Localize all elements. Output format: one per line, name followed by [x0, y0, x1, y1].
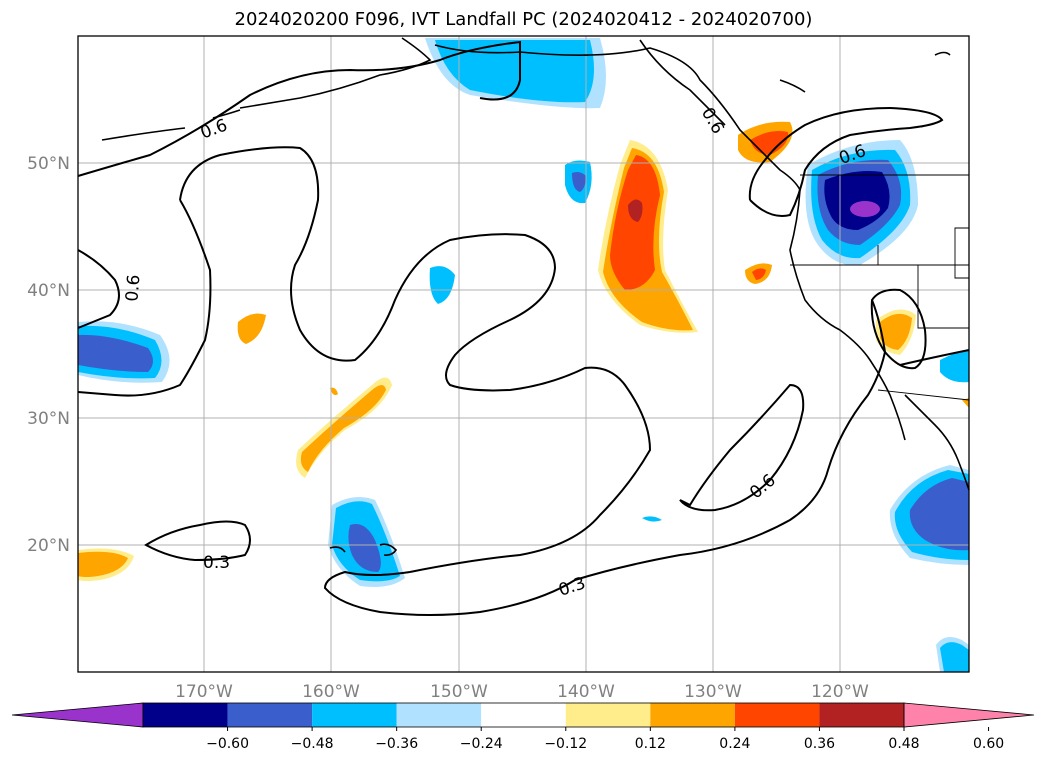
colorbar: −0.60 −0.48 −0.36 −0.24 −0.12 0.12 0.24 0.36 0.4… [11, 702, 1035, 752]
colorbar-segment [143, 703, 228, 727]
colorbar-extend-min [11, 702, 144, 728]
map-background [78, 36, 969, 672]
colorbar-segment [650, 703, 735, 727]
contour-line-06-north [77, 40, 521, 177]
contour-line-06-socal [870, 288, 927, 370]
map-frame [77, 35, 970, 673]
contour-line-06-left-edge [77, 249, 120, 329]
shade-east-negative-1 [940, 350, 969, 383]
contour-line-03-south [144, 520, 251, 562]
colorbar-tick-label: −0.60 [206, 736, 249, 752]
lat-label-40n: 40°N [27, 281, 70, 301]
colorbar-segment [227, 703, 313, 727]
colorbar-tick-label: 0.60 [973, 736, 1004, 752]
contour-line-03-pacific [323, 299, 887, 616]
colorbar-segment [565, 703, 651, 727]
lat-label-50n: 50°N [27, 154, 70, 174]
lon-label-130w: 130°W [684, 682, 742, 702]
colorbar-tick-label: 0.48 [888, 736, 919, 752]
lon-label-150w: 150°W [430, 682, 488, 702]
latitude-labels: 50°N 40°N 30°N 20°N [27, 154, 70, 556]
colorbar-extend-max [903, 702, 1035, 728]
colorbar-tick-label: 0.12 [635, 736, 666, 752]
longitude-labels: 170°W 160°W 150°W 140°W 130°W 120°W [175, 682, 869, 702]
lat-label-20n: 20°N [27, 536, 70, 556]
contour-lines [77, 40, 970, 616]
colorbar-tick-label: −0.48 [291, 736, 334, 752]
colorbar-outline [142, 702, 905, 728]
colorbar-tick-label: 0.36 [804, 736, 835, 752]
map-title: 2024020200 F096, IVT Landfall PC (202402… [234, 9, 813, 30]
colorbar-segment [734, 703, 820, 727]
shade-small-positive-2 [237, 313, 266, 344]
lon-label-170w: 170°W [175, 682, 233, 702]
lon-label-140w: 140°W [557, 682, 615, 702]
colorbar-segment [312, 703, 397, 727]
contour-line-06-west [77, 199, 212, 397]
shade-small-negative-3 [642, 516, 662, 522]
contour-label: 0.6 [122, 274, 144, 303]
contour-line-06-nw-us [748, 106, 944, 217]
contour-label: 0.3 [203, 553, 230, 573]
colorbar-segment [819, 703, 904, 727]
map-panel: 0.6 0.6 0.6 0.6 0.3 0.3 0.6 [77, 35, 970, 673]
colorbar-segment [481, 703, 566, 727]
contour-line-east-edge [899, 349, 970, 366]
colorbar-tick-label: −0.24 [460, 736, 503, 752]
shade-small-negative-2 [429, 266, 455, 304]
lon-label-120w: 120°W [811, 682, 869, 702]
colorbar-tick-label: −0.36 [375, 736, 418, 752]
lat-label-30n: 30°N [27, 409, 70, 429]
colorbar-tick-label: −0.12 [544, 736, 587, 752]
gridlines [78, 36, 969, 672]
colorbar-tick-label: 0.24 [719, 736, 750, 752]
contour-line-06-east-loop [679, 383, 805, 512]
colorbar-segment [396, 703, 482, 727]
lon-label-160w: 160°W [302, 682, 360, 702]
contour-line-06-central [179, 146, 652, 573]
shading-layer [78, 38, 969, 672]
